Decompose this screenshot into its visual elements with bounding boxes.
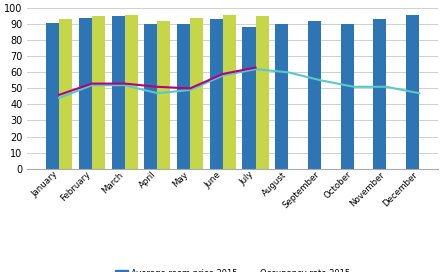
Bar	[111, 16, 125, 169]
Bar	[373, 19, 386, 169]
Bar	[125, 15, 138, 169]
Bar	[177, 24, 190, 169]
Bar	[308, 21, 321, 169]
Bar	[59, 19, 72, 169]
Bar	[255, 16, 269, 169]
Bar	[341, 24, 354, 169]
Bar	[92, 16, 105, 169]
Bar	[406, 15, 419, 169]
Bar	[275, 24, 288, 169]
Bar	[223, 15, 236, 169]
Bar	[210, 19, 223, 169]
Legend: Average room price 2015, Average room price 2016, Occupancy rate 2015, Occupancy: Average room price 2015, Average room pr…	[112, 266, 354, 272]
Bar	[79, 18, 92, 169]
Bar	[190, 18, 203, 169]
Bar	[46, 23, 59, 169]
Bar	[144, 24, 157, 169]
Bar	[242, 27, 255, 169]
Bar	[157, 21, 171, 169]
